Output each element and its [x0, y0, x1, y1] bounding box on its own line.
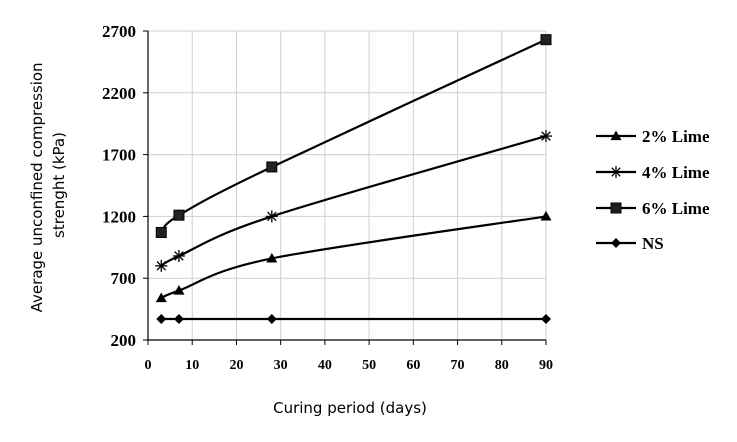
y-axis-label: Average unconfined compression strenght … — [28, 58, 68, 313]
y-tick-label: 200 — [111, 331, 137, 350]
data-point-4-lime — [155, 259, 168, 272]
tick-labels: 200 700 1200 1700 2200 2700 0 10 20 30 40 50 60 70 80 9… — [102, 22, 553, 373]
y-tick-label: 1200 — [102, 207, 136, 226]
data-point-ns — [173, 313, 184, 324]
data-point-2-lime — [266, 252, 278, 263]
data-point-6-lime — [266, 161, 278, 173]
data-point-ns — [541, 313, 551, 324]
y-tick-label: 1700 — [102, 146, 136, 165]
x-tick-label: 0 — [145, 358, 152, 373]
data-point-6-lime — [540, 34, 552, 46]
legend-marker-ns — [611, 238, 621, 248]
legend: 2% Lime 4% Lime 6% Lime NS — [596, 127, 710, 253]
y-tick-label: 2700 — [102, 22, 136, 41]
x-tick-label: 40 — [318, 358, 332, 373]
legend-label-4-lime: 4% Lime — [642, 163, 710, 182]
axes — [143, 30, 547, 345]
x-tick-label: 20 — [229, 358, 243, 373]
data-point-2-lime — [540, 210, 552, 221]
legend-label-6-lime: 6% Lime — [642, 199, 710, 218]
data-point-6-lime — [155, 226, 167, 238]
series-6-lime — [155, 34, 552, 238]
x-tick-label: 50 — [362, 358, 376, 373]
series-2-lime — [155, 210, 552, 303]
x-tick-label: 60 — [406, 358, 420, 373]
data-point-6-lime — [173, 209, 185, 221]
data-point-2-lime — [173, 285, 185, 295]
series-line-2-lime — [160, 215, 547, 299]
y-axis-label-line-1: Average unconfined compression — [28, 62, 46, 312]
data-point-ns — [156, 313, 167, 324]
gridlines — [148, 30, 547, 340]
y-tick-label: 700 — [111, 269, 137, 288]
x-tick-label: 90 — [539, 358, 553, 373]
data-point-2-lime — [155, 292, 167, 303]
series-line-4-lime — [160, 135, 547, 267]
legend-marker-2-lime — [610, 130, 622, 141]
legend-label-ns: NS — [642, 234, 664, 253]
legend-marker-4-lime — [610, 166, 622, 178]
y-axis-label-line-2: strenght (kPa) — [50, 132, 68, 238]
data-point-4-lime — [265, 210, 278, 223]
y-tick-label: 2200 — [102, 84, 136, 103]
x-tick-label: 80 — [495, 358, 509, 373]
data-point-4-lime — [540, 130, 552, 143]
x-tick-label: 10 — [185, 358, 199, 373]
series-4-lime — [155, 130, 552, 272]
x-tick-label: 70 — [451, 358, 465, 373]
series-ns — [156, 313, 551, 324]
series-group — [155, 34, 552, 324]
data-point-4-lime — [172, 249, 185, 262]
data-point-ns — [266, 313, 277, 324]
x-tick-label: 30 — [274, 358, 288, 373]
legend-label-2-lime: 2% Lime — [642, 127, 710, 146]
series-line-6-lime — [160, 38, 547, 234]
legend-marker-6-lime — [610, 202, 622, 214]
x-axis-label: Curing period (days) — [273, 399, 427, 417]
